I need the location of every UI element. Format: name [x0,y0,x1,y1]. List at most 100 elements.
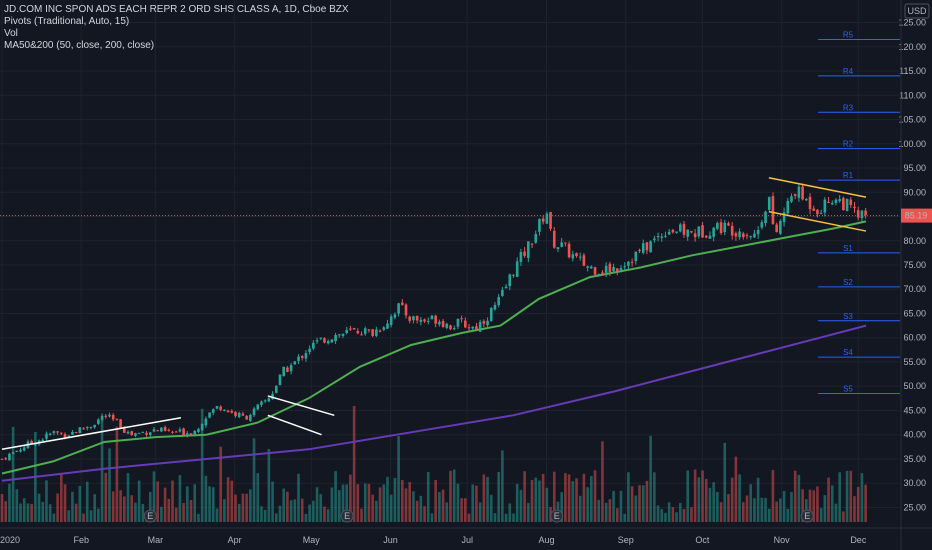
volume-bar [22,498,26,522]
volume-bar [167,498,171,522]
volume-bar [141,503,145,522]
indicator-ma[interactable]: MA50&200 (50, close, 200, close) [4,40,155,51]
volume-bar [489,494,493,522]
candle-body [171,431,174,433]
candle-body [71,431,74,435]
candle-body [549,212,552,229]
volume-bar [441,489,445,522]
candle-body [475,326,478,330]
candle-body [0,458,4,460]
volume-bar [408,482,412,522]
volume-bar [575,478,578,522]
volume-bar [230,480,234,522]
candle-body [801,186,804,200]
candle-body [760,222,764,228]
candle-body [816,209,819,215]
candle-body [256,404,260,410]
candle-body [478,321,482,332]
candle-body [208,412,211,418]
indicator-pivots[interactable]: Pivots (Traditional, Auto, 15) [4,16,130,27]
trendline [768,176,867,198]
candle-body [111,414,115,420]
volume-bar [630,486,634,522]
candle-body [664,235,667,237]
volume-bar [623,513,626,522]
volume-bar [308,504,311,522]
candle-body [415,315,419,321]
candle-body [501,290,504,296]
candle-body [504,286,508,289]
y-tick-label: 95.00 [903,163,926,173]
candle-body [330,339,334,343]
volume-bar [267,448,271,522]
candle-body [827,202,830,204]
volume-bar [730,477,734,522]
time-axis[interactable]: 2020 Feb Mar Apr May Jun Jul Aug Sep Oct Nov Dec [0,527,932,545]
volume-bar [827,477,830,522]
volume-bar [567,474,571,522]
volume-bar [590,476,593,522]
y-tick-label: 50.00 [903,381,926,391]
candle-body [742,233,745,238]
candle-body [486,320,489,326]
candle-body [189,433,193,436]
candle-body [397,303,400,314]
volume-bar [667,502,671,522]
candle-body [482,321,486,324]
candle-body [590,266,593,269]
candle-body [263,400,267,402]
volume-bar [456,483,460,522]
candle-body [360,334,363,336]
volume-bar [608,499,612,522]
volume-bar [319,494,323,522]
y-tick-label: 115.00 [899,66,926,76]
candle-body [82,428,85,430]
volume-bar [508,503,512,522]
indicator-volume[interactable]: Vol [4,28,18,39]
volume-bar [345,484,349,522]
volume-bar [660,509,664,522]
volume-bar [389,494,393,522]
y-tick-label: 45.00 [903,405,926,415]
candle-body [108,414,111,417]
volume-bar [849,470,853,522]
candle-body [512,274,515,276]
volume-bar [515,483,519,522]
volume-bar [326,509,330,522]
volume-bar [482,474,486,522]
volume-bar [664,512,667,522]
volume-bar [475,485,478,522]
candle-body [197,428,200,432]
candle-body [204,418,208,426]
volume-bar [134,502,137,522]
candle-body [389,316,393,325]
volume-bar [423,506,426,522]
price-axis[interactable]: 125.00 120.00 115.00 110.00 105.00 100.00 95.0… [898,0,932,550]
candle-body [779,221,782,234]
volume-bar [749,484,753,522]
volume-bar [790,492,793,522]
chart-legend: JD.COM INC SPON ADS EACH REPR 2 ORD SHS … [4,4,349,52]
candle-body [434,315,437,324]
candle-body [41,439,45,442]
candle-body [352,327,356,330]
candle-body [282,366,285,377]
candle-body [556,247,560,249]
candle-body [56,431,59,433]
volume-bar [797,474,801,522]
volume-bar [63,484,67,522]
volume-bar [60,473,63,522]
y-tick-label: 70.00 [903,284,926,294]
candle-body [371,329,374,336]
pivot-label: S4 [843,348,853,357]
volume-bar [612,490,615,522]
candle-body [842,197,845,211]
volume-bar [593,470,597,522]
volume-bar [160,506,163,522]
candle-body [723,222,727,233]
candle-body [104,415,108,417]
volume-bar [842,511,845,522]
candle-body [182,428,185,436]
